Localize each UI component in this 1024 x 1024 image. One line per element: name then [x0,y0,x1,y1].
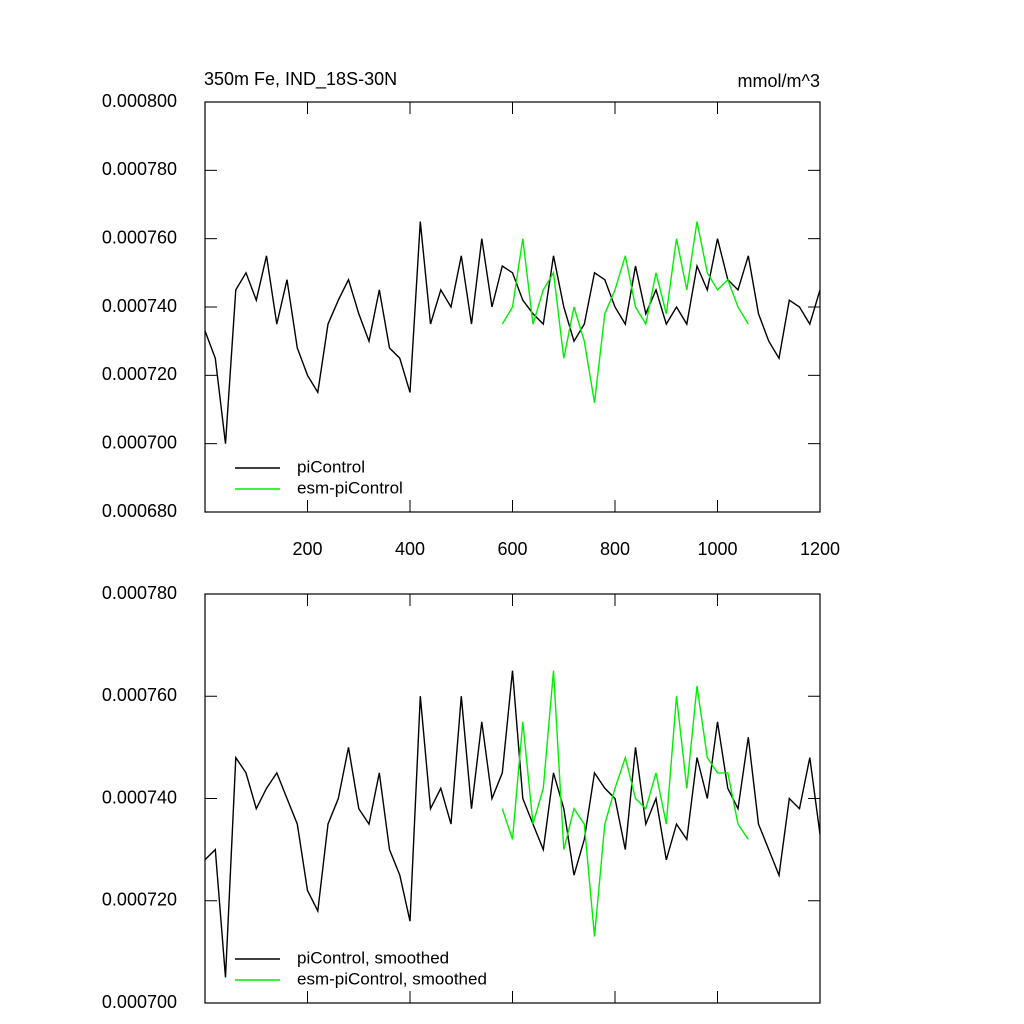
x-tick-label: 1200 [800,539,840,559]
x-tick-label: 800 [600,539,630,559]
series-line [204,221,821,444]
y-tick-label: 0.000700 [102,992,177,1012]
y-tick-label: 0.000780 [102,583,177,603]
y-tick-label: 0.000760 [102,227,177,247]
series-line [501,670,749,937]
units-label: mmol/m^3 [738,71,820,91]
x-tick-label: 400 [395,539,425,559]
chart-title: 350m Fe, IND_18S-30N [204,69,397,90]
x-tick-label: 1000 [697,539,737,559]
y-tick-label: 0.000800 [102,91,177,111]
y-tick-label: 0.000780 [102,159,177,179]
y-tick-label: 0.000700 [102,432,177,452]
y-tick-label: 0.000720 [102,364,177,384]
y-tick-label: 0.000740 [102,296,177,316]
legend-label: esm-piControl, smoothed [297,969,487,988]
y-tick-label: 0.000760 [102,685,177,705]
series-line [204,670,821,978]
series-line [501,221,749,403]
x-tick-label: 200 [292,539,322,559]
legend-label: esm-piControl [297,478,403,497]
legend-label: piControl, smoothed [297,948,449,967]
legend-label: piControl [297,457,365,476]
plot-frame [204,593,821,1004]
y-tick-label: 0.000680 [102,501,177,521]
x-tick-label: 600 [497,539,527,559]
y-tick-label: 0.000720 [102,890,177,910]
y-tick-label: 0.000740 [102,787,177,807]
